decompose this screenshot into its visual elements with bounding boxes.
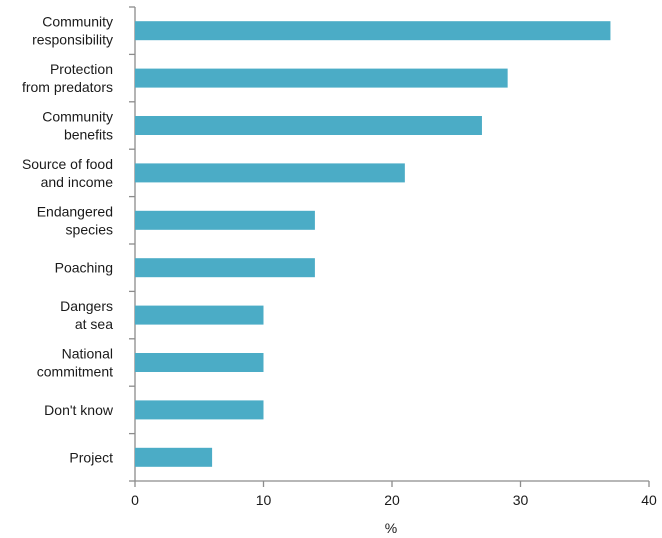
category-label-line: at sea (75, 316, 113, 332)
bar (135, 163, 405, 183)
category-label: Source of food and income (22, 156, 113, 190)
category-labels: Community responsibility Protection from pr… (22, 14, 114, 466)
bar (135, 353, 264, 372)
category-label-line: Don't know (44, 402, 114, 418)
x-tick-label: 0 (131, 492, 139, 508)
x-tick-label: 20 (384, 492, 400, 508)
category-label-line: benefits (64, 127, 113, 143)
category-label-line: responsibility (32, 32, 113, 48)
category-label-line: commitment (37, 364, 113, 380)
bar (135, 400, 264, 420)
y-axis (129, 6, 136, 482)
bar (135, 447, 213, 467)
bar (135, 116, 482, 135)
category-label-line: Endangered (37, 203, 113, 219)
category-label-line: Community (42, 109, 113, 125)
bars (135, 21, 611, 467)
category-label-line: Source of food (22, 156, 113, 172)
x-axis-title: % (385, 520, 397, 536)
x-tick-label: 10 (256, 492, 272, 508)
category-label: Don't know (44, 402, 114, 418)
category-label-line: and income (41, 174, 114, 190)
category-label: Project (69, 449, 113, 465)
bar (135, 68, 508, 88)
category-label: Endangered species (37, 203, 113, 237)
category-label: Community responsibility (32, 14, 113, 48)
bar (135, 305, 264, 325)
x-tick-labels: 0 10 20 30 40 (131, 492, 657, 508)
category-label: Protection from predators (22, 61, 113, 95)
category-label-line: Project (69, 449, 113, 465)
x-tick-label: 30 (513, 492, 529, 508)
category-label: Poaching (55, 260, 113, 276)
bar (135, 210, 315, 230)
category-label: Dangers at sea (60, 298, 113, 332)
x-tick-label: 40 (641, 492, 657, 508)
x-axis (134, 480, 650, 487)
bar (135, 258, 315, 278)
category-label-line: Poaching (55, 260, 113, 276)
category-label: Community benefits (42, 109, 113, 143)
category-label-line: species (66, 221, 113, 237)
category-label-line: Community (42, 14, 113, 30)
category-label: National commitment (37, 346, 113, 380)
category-label-line: National (62, 346, 113, 362)
category-label-line: Dangers (60, 298, 113, 314)
category-label-line: Protection (50, 61, 113, 77)
category-label-line: from predators (22, 79, 113, 95)
bar (135, 21, 611, 41)
